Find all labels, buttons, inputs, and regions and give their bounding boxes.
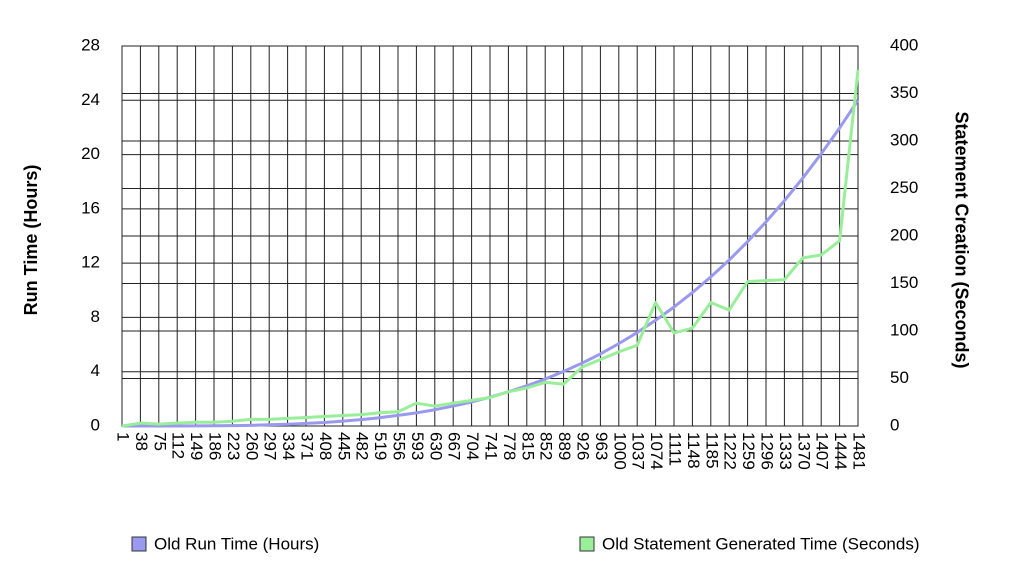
x-tick-label: 1074: [647, 432, 666, 470]
legend-label: Old Run Time (Hours): [154, 534, 319, 553]
x-tick-label: 1296: [758, 432, 777, 470]
legend-swatch: [579, 536, 595, 552]
x-tick-label: 482: [353, 432, 372, 460]
x-tick-label: 297: [261, 432, 280, 460]
x-tick-label: 445: [334, 432, 353, 460]
legend-label: Old Statement Generated Time (Seconds): [602, 534, 920, 553]
x-tick-label: 38: [132, 432, 151, 451]
y2-axis-title: Statement Creation (Seconds): [951, 111, 971, 368]
legend-swatch: [131, 536, 147, 552]
x-tick-label: 704: [463, 432, 482, 460]
y-axis-title: Run Time (Hours): [21, 165, 41, 316]
y-tick-label: 20: [81, 144, 100, 163]
x-tick-label: 889: [555, 432, 574, 460]
y-tick-label: 24: [81, 90, 100, 109]
x-tick-label: 1222: [721, 432, 740, 470]
x-tick-label: 1037: [629, 432, 648, 470]
x-tick-label: 1: [114, 432, 133, 441]
y2-tick-label: 200: [890, 225, 918, 244]
x-tick-label: 334: [279, 432, 298, 460]
x-tick-label: 1333: [776, 432, 795, 470]
x-tick-label: 593: [408, 432, 427, 460]
x-tick-label: 1407: [813, 432, 832, 470]
x-tick-label: 408: [316, 432, 335, 460]
x-tick-label: 963: [592, 432, 611, 460]
y2-tick-label: 250: [890, 178, 918, 197]
series-line: [121, 69, 860, 428]
x-tick-label: 1370: [794, 432, 813, 470]
x-tick-label: 1444: [831, 432, 850, 470]
x-tick-label: 778: [500, 432, 519, 460]
x-tick-label: 852: [537, 432, 556, 460]
x-tick-label: 926: [574, 432, 593, 460]
y2-tick-label: 400: [890, 35, 918, 54]
x-tick-label: 75: [150, 432, 169, 451]
x-tick-label: 1259: [739, 432, 758, 470]
x-tick-label: 1481: [850, 432, 869, 470]
x-tick-label: 741: [482, 432, 501, 460]
y2-tick-label: 150: [890, 273, 918, 292]
y-tick-label: 0: [91, 415, 100, 434]
x-tick-label: 815: [518, 432, 537, 460]
x-tick-label: 112: [169, 432, 188, 459]
x-tick-label: 1111: [666, 432, 685, 466]
y-tick-label: 16: [81, 198, 100, 217]
x-tick-label: 1148: [684, 432, 703, 469]
x-tick-label: 223: [224, 432, 243, 460]
x-tick-label: 519: [371, 432, 390, 460]
y-tick-label: 12: [81, 253, 100, 272]
x-tick-label: 667: [445, 432, 464, 460]
x-tick-label: 149: [187, 432, 206, 460]
y2-tick-label: 100: [890, 320, 918, 339]
y2-tick-label: 0: [890, 415, 899, 434]
y2-tick-label: 300: [890, 130, 918, 149]
x-tick-label: 371: [298, 432, 317, 460]
x-tick-label: 186: [206, 432, 225, 460]
y-tick-label: 28: [81, 35, 100, 54]
x-tick-label: 1000: [610, 432, 629, 470]
y2-tick-label: 50: [890, 368, 909, 387]
y-tick-label: 8: [91, 307, 100, 326]
y-tick-label: 4: [91, 361, 100, 380]
x-tick-label: 630: [426, 432, 445, 460]
x-tick-label: 1185: [702, 432, 721, 469]
x-tick-label: 556: [390, 432, 409, 460]
y2-tick-label: 350: [890, 83, 918, 102]
plot-border: [121, 45, 859, 427]
x-tick-label: 260: [242, 432, 261, 460]
